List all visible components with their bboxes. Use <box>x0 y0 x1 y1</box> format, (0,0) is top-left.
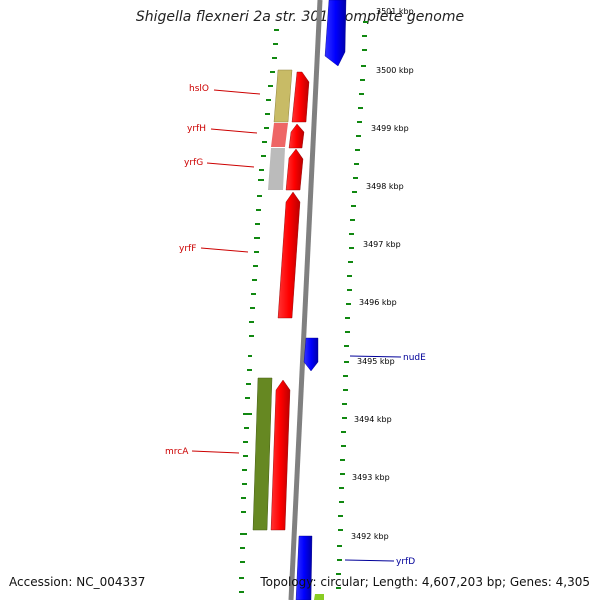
gene-arrow-mrcA[interactable] <box>270 379 291 531</box>
gene-arrow-hslO[interactable] <box>291 71 310 123</box>
forward-genes <box>270 71 310 531</box>
leader-yrfH <box>210 128 258 134</box>
cog-box-yrfH <box>271 123 288 147</box>
cog-box-mrcA <box>252 377 273 531</box>
leader-nudE <box>349 355 402 358</box>
gene-label-yrfG[interactable]: yrfG <box>184 158 203 168</box>
tick-label-3494: 3494 kbp <box>354 415 392 424</box>
gene-arrow-nudE[interactable] <box>303 337 319 372</box>
gene-labels: hslO yrfH yrfG yrfF mrcA nudE yrfD <box>165 84 426 567</box>
tick-label-3495: 3495 kbp <box>357 357 395 366</box>
map-title: Shigella flexneri 2a str. 301, complete … <box>135 9 465 25</box>
gene-label-hslO[interactable]: hslO <box>189 84 209 94</box>
leader-yrfD <box>344 559 395 562</box>
leader-hslO <box>213 89 261 95</box>
reverse-genes <box>295 0 347 600</box>
tick-label-3500: 3500 kbp <box>376 66 414 75</box>
gene-label-mrcA[interactable]: mrcA <box>165 447 189 457</box>
tick-label-3493: 3493 kbp <box>352 473 390 482</box>
gene-arrow-bottom-green[interactable] <box>314 594 324 600</box>
gene-arrow-yrfD[interactable] <box>295 535 313 600</box>
gene-arrow-yrfG[interactable] <box>285 148 304 191</box>
kbp-scale: 3501 kbp 3500 kbp 3499 kbp 3498 kbp 3497… <box>351 7 414 541</box>
gene-label-nudE[interactable]: nudE <box>403 353 426 363</box>
outer-dash-track <box>336 21 368 589</box>
accession-text: Accession: NC_004337 <box>9 575 146 589</box>
cog-track <box>252 69 293 531</box>
genome-backbone <box>288 0 323 600</box>
tick-label-3492: 3492 kbp <box>351 532 389 541</box>
tick-label-3499: 3499 kbp <box>371 124 409 133</box>
gene-arrow-top-reverse[interactable] <box>324 0 347 67</box>
cog-box-hslO <box>273 69 293 123</box>
gene-arrow-yrfH[interactable] <box>288 123 305 149</box>
tick-label-3498: 3498 kbp <box>366 182 404 191</box>
gene-label-yrfD[interactable]: yrfD <box>396 557 415 567</box>
gene-label-yrfF[interactable]: yrfF <box>179 244 196 254</box>
cog-box-yrfG <box>268 148 285 190</box>
topology-text: Topology: circular; Length: 4,607,203 bp… <box>260 575 590 589</box>
inner-dash-track <box>239 29 279 593</box>
leader-yrfF <box>200 247 249 253</box>
leader-yrfG <box>206 162 255 168</box>
tick-label-3496: 3496 kbp <box>359 298 397 307</box>
leader-mrcA <box>191 450 240 454</box>
gene-label-yrfH[interactable]: yrfH <box>187 124 206 134</box>
tick-label-3497: 3497 kbp <box>363 240 401 249</box>
gene-arrow-yrfF[interactable] <box>277 191 301 319</box>
tick-label-3501: 3501 kbp <box>376 7 414 16</box>
